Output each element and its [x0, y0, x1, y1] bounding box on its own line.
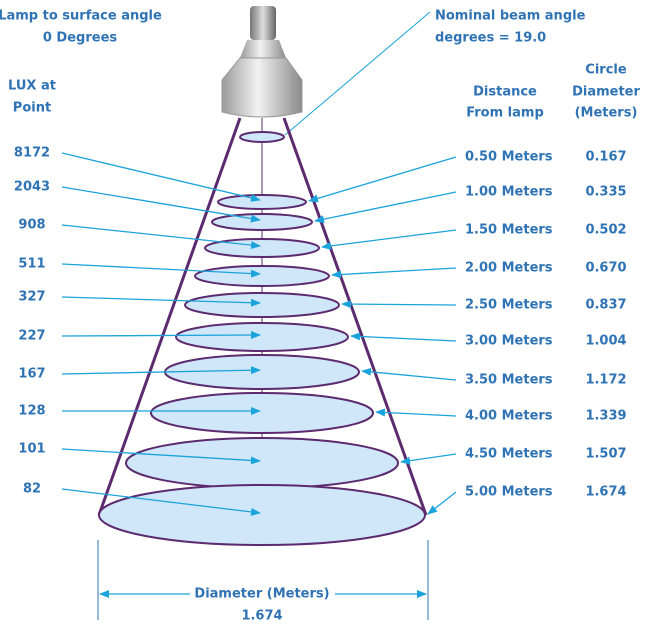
lux-arrow — [61, 331, 261, 340]
circle-diameter: 0.837 — [585, 298, 626, 313]
distance: 4.50 Meters — [465, 447, 553, 462]
distance-arrow — [427, 491, 457, 515]
circle-diameter: 1.674 — [585, 485, 626, 500]
distance: 1.50 Meters — [465, 223, 553, 238]
light-circle — [217, 194, 307, 210]
diameter-header: Circle — [585, 63, 627, 78]
lux-header: LUX at — [8, 79, 56, 94]
footer-dimension — [97, 540, 429, 620]
diameter-header: (Meters) — [575, 106, 638, 121]
lux-value: 101 — [18, 442, 45, 457]
distance-arrow — [308, 156, 457, 203]
light-circle — [150, 392, 374, 434]
lux-value: 511 — [18, 257, 45, 272]
light-circle — [184, 292, 340, 318]
lux-value: 128 — [18, 404, 45, 419]
lux-value: 167 — [18, 367, 45, 382]
light-circle — [239, 131, 285, 143]
distance-header: From lamp — [466, 106, 544, 121]
light-circle — [211, 213, 313, 231]
angle-value: 0 Degrees — [43, 31, 118, 46]
distance-arrow — [350, 332, 457, 342]
circle-diameter: 1.004 — [585, 334, 626, 349]
distance-arrow — [361, 367, 457, 381]
circle-diameter: 0.167 — [585, 150, 626, 165]
circle-diameter: 0.502 — [585, 223, 626, 238]
lux-arrow — [61, 263, 261, 278]
distance-arrow — [341, 300, 457, 309]
cone — [97, 117, 428, 546]
light-circle — [175, 322, 349, 352]
lux-value: 227 — [18, 329, 45, 344]
distance-header: Distance — [473, 85, 537, 100]
lux-arrow — [61, 152, 261, 202]
distance: 1.00 Meters — [465, 185, 553, 200]
footer-label: Diameter (Meters) — [194, 587, 329, 602]
circle-diameter: 1.172 — [585, 373, 626, 388]
beam-pointer — [284, 11, 431, 136]
beam-value: degrees = 19.0 — [435, 31, 546, 46]
lux-value: 908 — [18, 218, 45, 233]
distance: 2.00 Meters — [465, 261, 553, 276]
lux-header: Point — [13, 101, 51, 116]
distance: 3.00 Meters — [465, 334, 553, 349]
lux-arrow — [61, 224, 261, 250]
distance: 0.50 Meters — [465, 150, 553, 165]
circle-diameter: 0.335 — [585, 185, 626, 200]
light-circle — [194, 265, 330, 287]
lux-arrow — [61, 296, 261, 307]
distance-arrow — [375, 408, 457, 417]
diameter-header: Diameter — [572, 85, 640, 100]
lamp — [221, 6, 303, 118]
distance-arrow — [321, 229, 457, 250]
distance: 5.00 Meters — [465, 485, 553, 500]
light-circle — [164, 354, 360, 390]
circle-diameter: 1.339 — [585, 409, 626, 424]
distance-arrow — [331, 267, 457, 279]
distance: 4.00 Meters — [465, 409, 553, 424]
light-circle — [98, 484, 426, 546]
lux-value: 2043 — [14, 180, 50, 195]
light-circle — [125, 437, 399, 489]
lux-arrow — [61, 448, 261, 465]
lux-arrow — [61, 366, 261, 375]
circle-diameter: 0.670 — [585, 261, 626, 276]
lux-value: 8172 — [14, 146, 50, 161]
lux-arrow — [61, 186, 261, 223]
distance-arrow — [314, 191, 457, 224]
lux-value: 82 — [23, 482, 41, 497]
lux-arrow — [61, 488, 261, 516]
distance: 3.50 Meters — [465, 373, 553, 388]
lux-value: 327 — [18, 290, 45, 305]
footer-value: 1.674 — [241, 609, 282, 624]
distance: 2.50 Meters — [465, 298, 553, 313]
beam-title: Nominal beam angle — [435, 9, 586, 24]
angle-title: Lamp to surface angle — [0, 9, 162, 24]
distance-arrow — [400, 453, 457, 465]
circle-diameter: 1.507 — [585, 447, 626, 462]
